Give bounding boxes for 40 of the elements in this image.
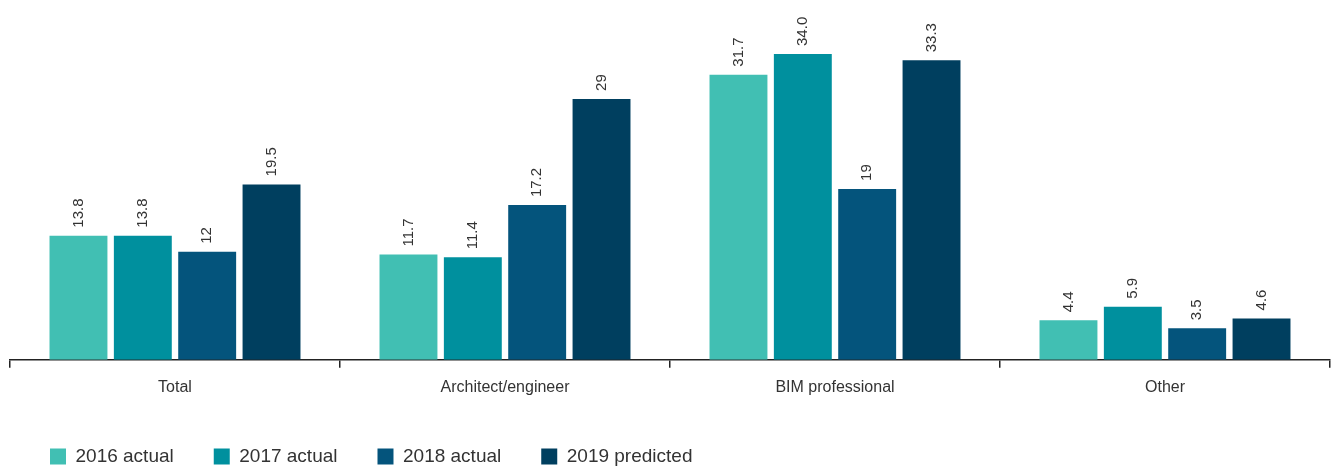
bar [508,205,567,360]
bar [1232,318,1291,360]
bar [242,184,301,360]
data-label: 13.8 [132,198,150,228]
bar [49,235,108,360]
bar [443,257,502,360]
x-tick-label: BIM professional [775,377,895,395]
bar [178,251,237,360]
data-label: 17.2 [527,167,545,198]
bar [1168,328,1227,360]
bar [572,98,631,360]
bar [1039,320,1098,360]
x-tick-label: Total [158,377,192,395]
data-label: 19 [857,164,875,181]
data-label: 12 [197,227,215,244]
bar [379,254,438,360]
data-label: 19.5 [261,147,279,177]
legend-label: 2018 actual [402,444,502,466]
data-label: 33.3 [921,23,939,53]
legend-label: 2019 predicted [566,444,693,466]
legend-label: 2017 actual [239,444,338,466]
data-label: 5.9 [1122,277,1140,299]
data-label: 31.7 [728,37,746,67]
bar [902,60,961,360]
x-tick-label: Architect/engineer [440,377,571,395]
data-label: 4.4 [1058,291,1076,313]
bar [838,188,897,360]
bar [709,74,768,360]
data-label: 11.7 [398,218,416,247]
bar [1103,306,1162,360]
data-label: 4.6 [1251,289,1269,311]
data-label: 11.4 [462,221,480,250]
data-label: 29 [591,74,609,91]
x-tick-label: Other [1144,377,1186,395]
data-label: 13.8 [68,198,86,228]
data-label: 3.5 [1187,299,1205,321]
bar [773,53,832,360]
legend-label: 2016 actual [75,444,174,466]
bar [113,235,172,360]
data-label: 34.0 [792,16,810,46]
